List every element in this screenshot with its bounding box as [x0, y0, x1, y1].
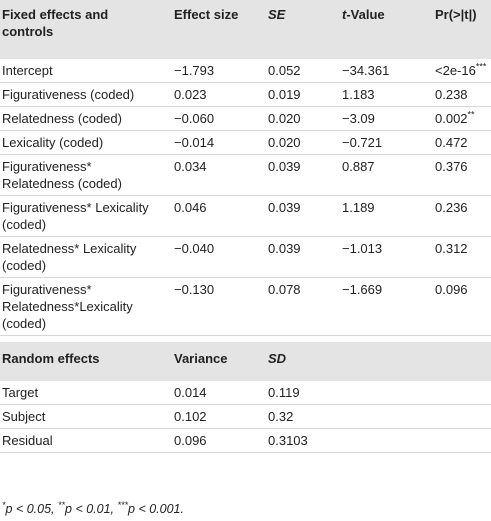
cell: Residual	[0, 428, 160, 453]
header-cell: Effect size	[160, 0, 260, 59]
header-cell: Variance	[160, 342, 260, 381]
cell: 0.002**	[427, 106, 491, 131]
cell: 0.020	[260, 106, 332, 131]
cell: 0.039	[260, 195, 332, 237]
data-row: Figurativeness (coded) 0.023 0.019 1.183 0.2…	[0, 82, 491, 107]
header-cell: t-Value	[332, 0, 427, 59]
cell: 0.096	[427, 277, 491, 336]
cell: −3.09	[332, 106, 427, 131]
cell: Intercept	[0, 59, 160, 83]
header-row: Random effects Variance SD	[0, 342, 491, 381]
cell: Target	[0, 381, 160, 405]
cell: 0.119	[260, 381, 332, 405]
data-row: Residual 0.096 0.3103	[0, 428, 491, 453]
significance: ***	[475, 61, 487, 72]
cell: Figurativeness* Relatedness (coded)	[0, 154, 160, 196]
cell: 0.052	[260, 59, 332, 83]
cell	[427, 381, 491, 405]
footnote: *p < 0.05, **p < 0.01, ***p < 0.001.	[2, 499, 184, 516]
data-row: Figurativeness* Lexicality (coded) 0.046 0…	[0, 195, 491, 237]
cell: 0.312	[427, 236, 491, 278]
cell: Lexicality (coded)	[0, 130, 160, 155]
cell: 0.019	[260, 82, 332, 107]
cell: Subject	[0, 404, 160, 429]
cell: 0.039	[260, 236, 332, 278]
cell: −0.130	[160, 277, 260, 336]
footnote-sup: **	[58, 499, 66, 510]
cell: 0.046	[160, 195, 260, 237]
cell: 0.039	[260, 154, 332, 196]
results-table: Fixed effects and controls Effect size SE t…	[0, 0, 491, 453]
cell: −0.060	[160, 106, 260, 131]
cell: −0.014	[160, 130, 260, 155]
cell: 0.238	[427, 82, 491, 107]
cell: −0.040	[160, 236, 260, 278]
cell: 0.034	[160, 154, 260, 196]
cell: −1.013	[332, 236, 427, 278]
cell: 1.189	[332, 195, 427, 237]
header-cell: Pr(>|t|)	[427, 0, 491, 59]
significance: **	[467, 109, 475, 120]
cell	[427, 404, 491, 429]
cell: 0.096	[160, 428, 260, 453]
cell: −1.669	[332, 277, 427, 336]
footnote-text: p < 0.01,	[65, 502, 115, 516]
cell: 0.472	[427, 130, 491, 155]
cell: −1.793	[160, 59, 260, 83]
cell	[332, 381, 427, 405]
cell	[332, 404, 427, 429]
footnote-sup: *	[2, 499, 6, 510]
header-cell: SE	[260, 0, 332, 59]
cell: 1.183	[332, 82, 427, 107]
header-cell: Random effects	[0, 342, 160, 381]
footnote-text: p < 0.05,	[5, 502, 55, 516]
cell	[427, 428, 491, 453]
cell: 0.023	[160, 82, 260, 107]
cell: 0.32	[260, 404, 332, 429]
value: 0.002	[435, 111, 468, 126]
header-cell	[427, 342, 491, 381]
cell: 0.887	[332, 154, 427, 196]
value: <2e-16	[435, 63, 476, 78]
footnote-sup: ***	[117, 499, 129, 510]
header-cell: Fixed effects and controls	[0, 0, 160, 59]
data-row: Figurativeness* Relatedness (coded) 0.034…	[0, 154, 491, 196]
italic-part: t	[342, 7, 347, 22]
footnote-text: p < 0.001.	[128, 502, 184, 516]
cell: Figurativeness* Lexicality (coded)	[0, 195, 160, 237]
cell: Relatedness (coded)	[0, 106, 160, 131]
cell: 0.102	[160, 404, 260, 429]
data-row: Subject 0.102 0.32	[0, 404, 491, 429]
data-row: Figurativeness* Relatedness*Lexicality (…	[0, 277, 491, 336]
data-row: Relatedness* Lexicality (coded) −0.040 0.0…	[0, 236, 491, 278]
header-cell: SD	[260, 342, 332, 381]
cell: 0.078	[260, 277, 332, 336]
header-row: Fixed effects and controls Effect size SE t…	[0, 0, 491, 59]
cell: <2e-16***	[427, 59, 491, 83]
cell: −34.361	[332, 59, 427, 83]
cell	[332, 428, 427, 453]
data-row: Intercept −1.793 0.052 −34.361 <2e-16***	[0, 59, 491, 83]
data-row: Relatedness (coded) −0.060 0.020 −3.09 0.002…	[0, 106, 491, 131]
text-part: -Value	[346, 7, 385, 22]
data-row: Target 0.014 0.119	[0, 381, 491, 405]
cell: 0.014	[160, 381, 260, 405]
header-cell	[332, 342, 427, 381]
cell: −0.721	[332, 130, 427, 155]
cell: Figurativeness (coded)	[0, 82, 160, 107]
cell: 0.3103	[260, 428, 332, 453]
data-row: Lexicality (coded) −0.014 0.020 −0.721 0.472	[0, 130, 491, 155]
cell: 0.236	[427, 195, 491, 237]
cell: Figurativeness* Relatedness*Lexicality (…	[0, 277, 160, 336]
cell: 0.020	[260, 130, 332, 155]
cell: 0.376	[427, 154, 491, 196]
cell: Relatedness* Lexicality (coded)	[0, 236, 160, 278]
